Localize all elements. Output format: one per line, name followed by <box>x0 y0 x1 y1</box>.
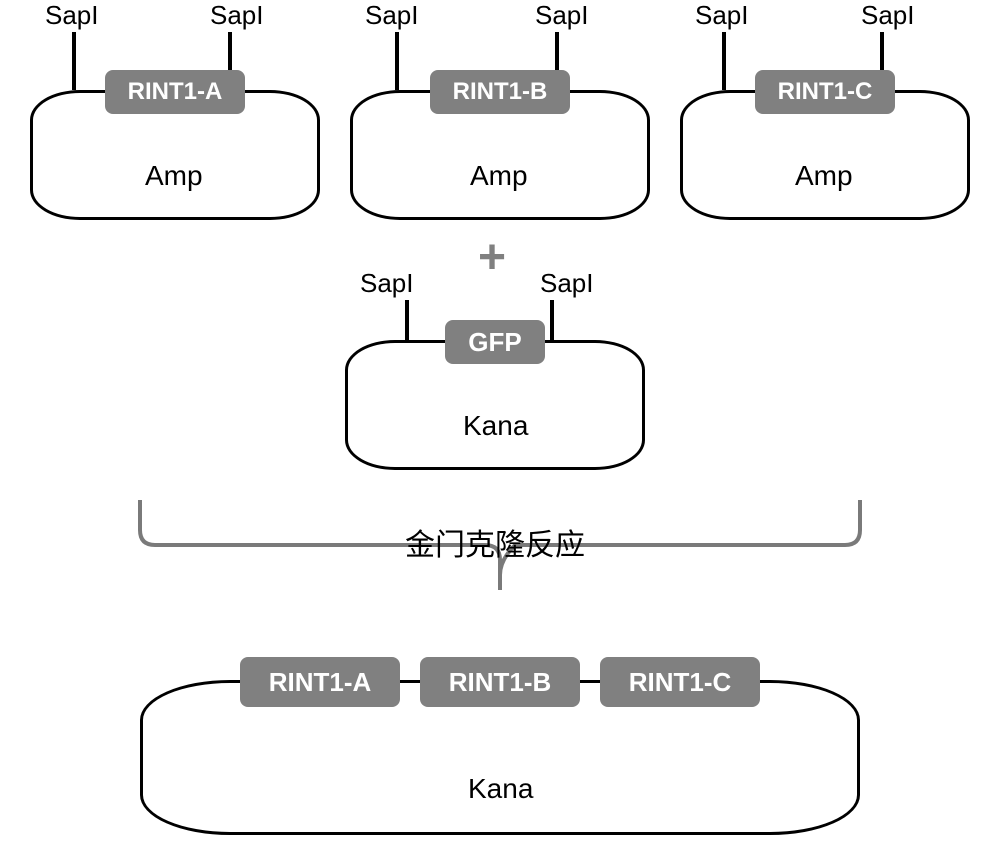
plus-icon: + <box>478 230 506 285</box>
result-insert-fragment: RINT1-A <box>240 657 400 707</box>
restriction-site-label-left: SapI <box>45 0 99 31</box>
backbone-label: Amp <box>470 160 528 192</box>
result-insert-fragment: RINT1-C <box>600 657 760 707</box>
restriction-site-label-right: SapI <box>540 268 594 299</box>
reaction-label: 金门克隆反应 <box>405 520 585 564</box>
insert-fragment: RINT1-B <box>430 70 570 114</box>
site-line <box>72 32 76 90</box>
restriction-site-label-left: SapI <box>360 268 414 299</box>
restriction-site-label-left: SapI <box>365 0 419 31</box>
backbone-label: Kana <box>468 773 533 805</box>
backbone-label: Amp <box>145 160 203 192</box>
restriction-site-label-right: SapI <box>861 0 915 31</box>
insert-fragment: RINT1-C <box>755 70 895 114</box>
site-line <box>395 32 399 90</box>
insert-fragment: GFP <box>445 320 545 364</box>
restriction-site-label-right: SapI <box>210 0 264 31</box>
site-line <box>722 32 726 90</box>
restriction-site-label-left: SapI <box>695 0 749 31</box>
site-line <box>550 300 554 340</box>
insert-fragment: RINT1-A <box>105 70 245 114</box>
site-line <box>405 300 409 340</box>
backbone-label: Amp <box>795 160 853 192</box>
result-insert-fragment: RINT1-B <box>420 657 580 707</box>
restriction-site-label-right: SapI <box>535 0 589 31</box>
backbone-label: Kana <box>463 410 528 442</box>
